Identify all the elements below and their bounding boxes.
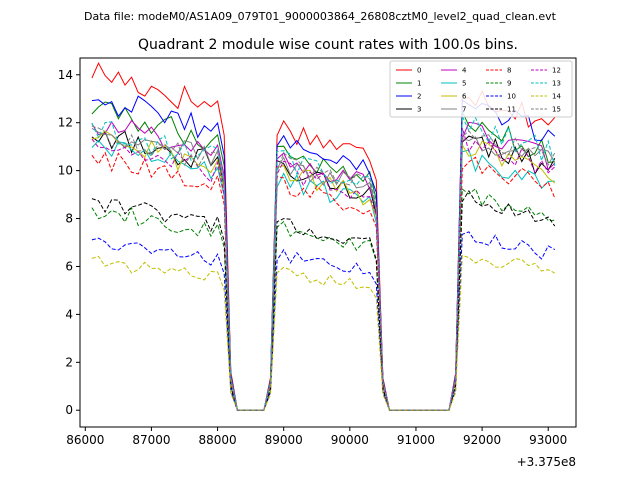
x-tick-label: 93000 [529, 433, 567, 447]
chart-title: Quadrant 2 module wise count rates with … [138, 37, 518, 53]
series-line-10 [91, 231, 556, 411]
series-line-9 [91, 187, 555, 411]
x-tick-label: 88000 [198, 433, 236, 447]
series-layer [91, 62, 556, 411]
legend-label-10: 10 [507, 93, 516, 101]
legend-label-13: 13 [552, 80, 561, 88]
y-tick-label: 14 [58, 68, 73, 82]
x-tick-label: 90000 [331, 433, 369, 447]
legend-label-2: 2 [417, 93, 421, 101]
series-line-5 [91, 139, 555, 411]
plot-frame [79, 57, 577, 428]
legend-label-0: 0 [417, 67, 421, 75]
series-line-14 [91, 254, 556, 411]
y-tick-label: 0 [65, 403, 73, 417]
legend-label-7: 7 [462, 106, 466, 114]
x-tick-label: 87000 [132, 433, 170, 447]
x-tick-label: 86000 [66, 433, 104, 447]
y-tick-label: 10 [58, 164, 73, 178]
legend-label-3: 3 [417, 106, 421, 114]
series-line-15 [91, 125, 556, 411]
series-line-11 [91, 189, 556, 411]
legend-label-1: 1 [417, 80, 421, 88]
series-line-12 [91, 127, 556, 411]
x-tick-label: 91000 [397, 433, 435, 447]
legend-label-6: 6 [462, 93, 467, 101]
data-file-header: Data file: modeM0/AS1A09_079T01_90000038… [84, 10, 557, 23]
y-tick-label: 12 [58, 116, 73, 130]
legend-label-5: 5 [462, 80, 466, 88]
y-tick-label: 8 [65, 212, 73, 226]
legend-label-14: 14 [552, 93, 561, 101]
legend-label-9: 9 [507, 80, 511, 88]
y-tick-label: 4 [65, 307, 73, 321]
y-tick-label: 2 [65, 355, 73, 369]
series-line-7 [91, 127, 556, 411]
x-tick-label: 92000 [463, 433, 501, 447]
legend-frame [389, 60, 573, 118]
legend-label-11: 11 [507, 106, 516, 114]
legend-label-8: 8 [507, 67, 511, 75]
series-line-8 [91, 151, 556, 411]
x-tick-label: 89000 [265, 433, 303, 447]
legend-label-12: 12 [552, 67, 561, 75]
legend-label-4: 4 [462, 67, 467, 75]
x-offset-label: +3.375e8 [517, 455, 576, 469]
legend-label-15: 15 [552, 106, 561, 114]
axes-layer: 86000 87000 88000 89000 90000 91000 92000 93000… [58, 68, 568, 447]
y-tick-label: 6 [65, 259, 73, 273]
